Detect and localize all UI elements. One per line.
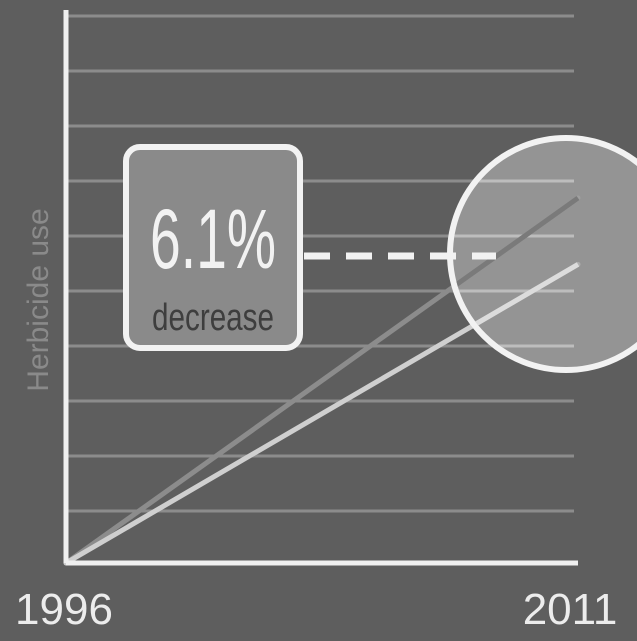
callout: 6.1% decrease xyxy=(123,144,496,351)
axis-layer xyxy=(63,10,578,566)
x-tick-label-start: 1996 xyxy=(15,585,113,634)
callout-value: 6.1% xyxy=(150,192,276,286)
x-tick-label-end: 2011 xyxy=(523,585,618,634)
highlight-series-line-1 xyxy=(453,262,580,367)
callout-box xyxy=(123,144,303,351)
callout-label: decrease xyxy=(152,297,274,339)
y-axis-label: Herbicide use xyxy=(22,208,55,391)
